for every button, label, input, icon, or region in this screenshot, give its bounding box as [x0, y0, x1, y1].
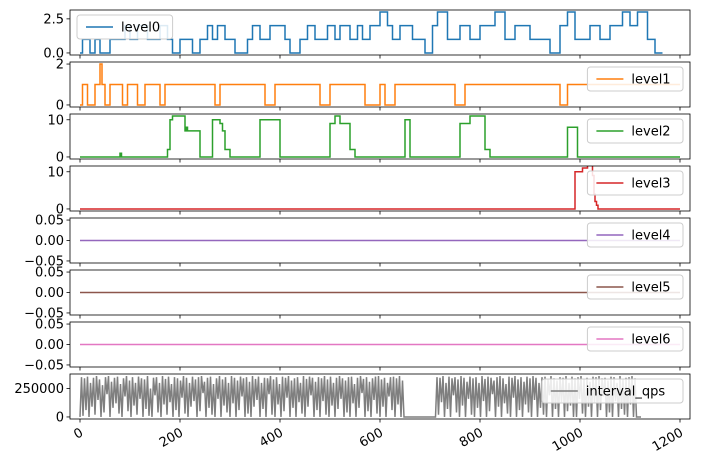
- legend-label: level0: [121, 21, 160, 36]
- legend-level2: level2: [586, 118, 684, 144]
- y-tick-label: −0.05: [24, 254, 64, 269]
- y-tick-label: 0.00: [35, 286, 64, 301]
- series-line-level2: [80, 115, 680, 158]
- legend-level0: level0: [76, 14, 174, 40]
- subplot-level6: −0.05 0.00 0.05 level6: [24, 318, 691, 373]
- subplot-interval_qps: 0 250000 interval_qps: [14, 373, 691, 425]
- legend-label: level1: [631, 73, 670, 88]
- legend-label: level4: [631, 229, 670, 244]
- x-tick-label: 200: [157, 425, 186, 450]
- subplot-level3: 0 10 level3: [47, 165, 691, 217]
- legend-box: [586, 274, 684, 300]
- y-tick-label: 0.00: [35, 338, 64, 353]
- x-tick-label: 0: [71, 425, 86, 442]
- subplot-level1: 0 2 level1: [56, 58, 691, 113]
- legend-label: interval_qps: [586, 385, 666, 400]
- legend-label: level5: [631, 281, 670, 296]
- legend-label: level6: [631, 333, 670, 348]
- y-tick-label: 0.0: [43, 46, 64, 61]
- legend-box: [76, 14, 174, 40]
- subplot-level0: 0.0 2.5 level0: [43, 9, 691, 61]
- subplot-level2: 0 10 level2: [47, 113, 691, 165]
- legend-level6: level6: [586, 326, 684, 352]
- legend-level3: level3: [586, 170, 684, 196]
- x-tick-label: 1000: [550, 425, 586, 455]
- y-tick-label: 0.05: [35, 266, 64, 281]
- legend-level5: level5: [586, 274, 684, 300]
- y-tick-label: 0: [56, 202, 64, 217]
- x-tick-label: 600: [357, 425, 386, 450]
- x-tick-label: 400: [257, 425, 286, 450]
- legend-label: level2: [631, 125, 670, 140]
- y-tick-label: 0.05: [35, 214, 64, 229]
- legend-level1: level1: [586, 66, 684, 92]
- legend-box: [586, 66, 684, 92]
- y-tick-label: 2: [56, 58, 64, 73]
- series-line-level1: [80, 63, 680, 106]
- legend-interval_qps: interval_qps: [541, 378, 684, 404]
- legend-box: [586, 170, 684, 196]
- x-tick-label: 800: [457, 425, 486, 450]
- y-tick-label: 0.00: [35, 234, 64, 249]
- legend-box: [586, 222, 684, 248]
- legend-box: [586, 326, 684, 352]
- y-tick-label: 2.5: [43, 12, 64, 27]
- y-tick-label: −0.05: [24, 358, 64, 373]
- legend-box: [541, 378, 684, 404]
- y-tick-label: 250000: [14, 382, 64, 397]
- x-tick-label: 1200: [650, 425, 686, 455]
- legend-level4: level4: [586, 222, 684, 248]
- y-tick-label: 0: [56, 98, 64, 113]
- subplot-level4: −0.05 0.00 0.05 level4: [24, 214, 691, 269]
- legend-box: [586, 118, 684, 144]
- y-tick-label: 10: [47, 113, 64, 128]
- y-tick-label: 10: [47, 165, 64, 180]
- subplot-level5: −0.05 0.00 0.05 level5: [24, 266, 691, 321]
- y-tick-label: −0.05: [24, 306, 64, 321]
- legend-label: level3: [631, 177, 670, 192]
- y-tick-label: 0.05: [35, 318, 64, 333]
- y-tick-label: 0: [56, 410, 64, 425]
- y-tick-label: 0: [56, 150, 64, 165]
